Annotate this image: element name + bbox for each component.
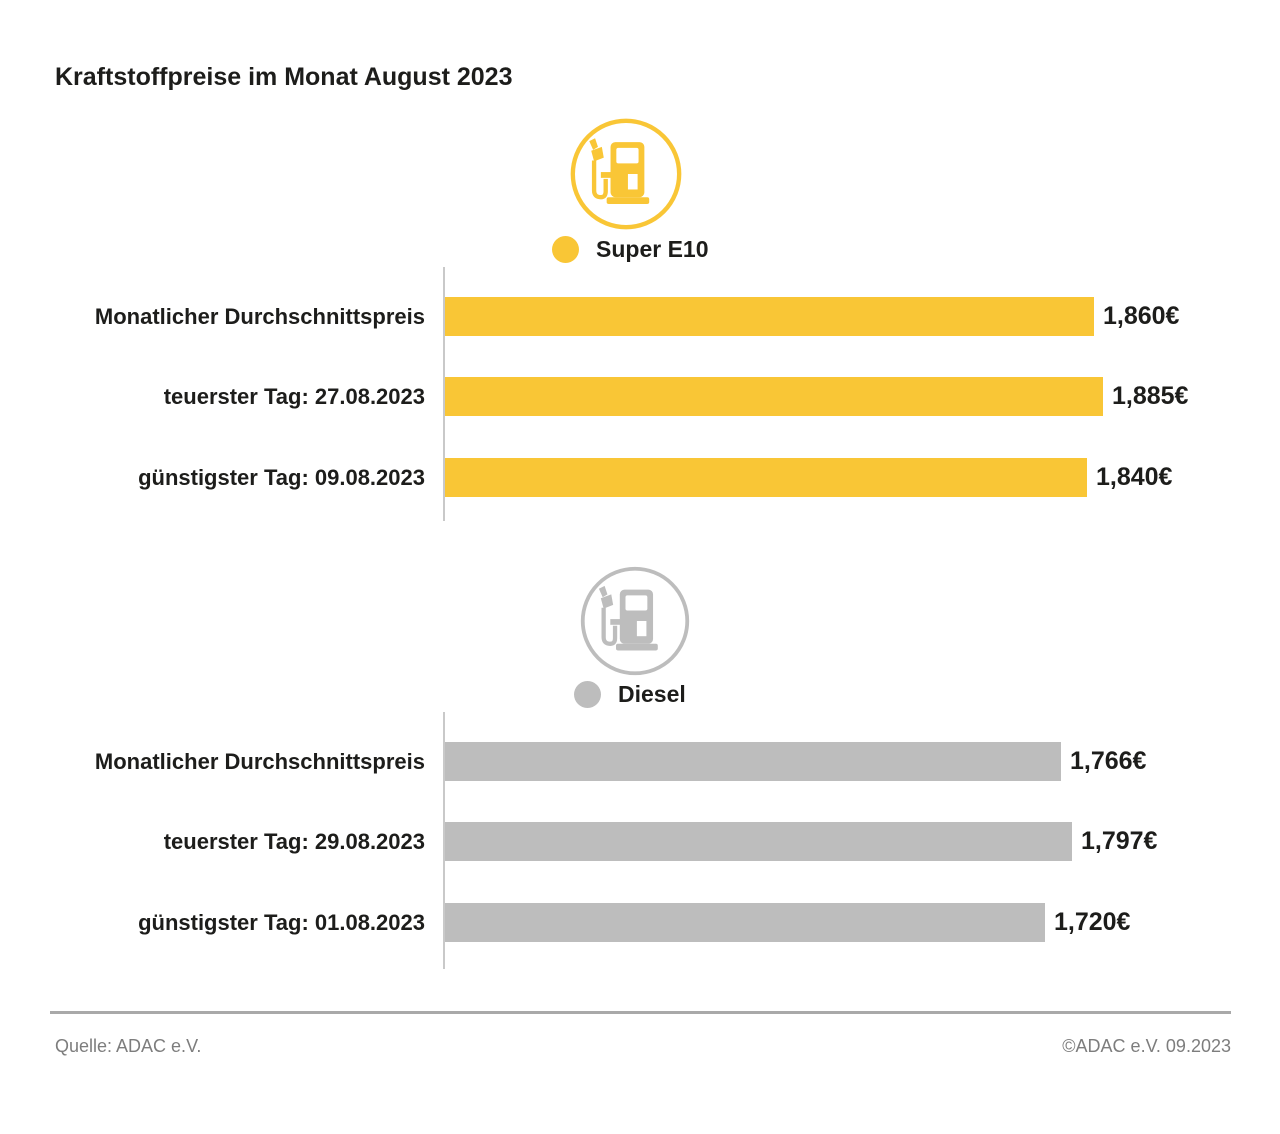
chart-super-e10: Monatlicher Durchschnittspreis 1,860€ te… xyxy=(0,267,1280,521)
legend-dot-icon xyxy=(574,681,601,708)
chart-axis-line xyxy=(443,712,445,969)
legend-dot-icon xyxy=(552,236,579,263)
bar-diesel-avg xyxy=(445,742,1061,781)
bar-super-avg xyxy=(445,297,1094,336)
bar-row: günstigster Tag: 09.08.2023 1,840€ xyxy=(0,458,1280,497)
bar-row: teuerster Tag: 27.08.2023 1,885€ xyxy=(0,377,1280,416)
bar-diesel-min xyxy=(445,903,1045,942)
bar-row-label: günstigster Tag: 01.08.2023 xyxy=(138,910,425,935)
footer-source: Quelle: ADAC e.V. xyxy=(55,1036,202,1056)
footer-copyright: ©ADAC e.V. 09.2023 xyxy=(1062,1036,1231,1056)
bar-value-label: 1,766€ xyxy=(1070,747,1147,775)
bar-row-label: Monatlicher Durchschnittspreis xyxy=(94,304,425,329)
legend-diesel: Diesel xyxy=(574,681,686,708)
bar-row-label: teuerster Tag: 27.08.2023 xyxy=(163,384,425,409)
page-title: Kraftstoffpreise im Monat August 2023 xyxy=(55,62,513,91)
bar-value-label: 1,720€ xyxy=(1054,908,1131,936)
bar-row: teuerster Tag: 29.08.2023 1,797€ xyxy=(0,822,1280,861)
legend-super-e10: Super E10 xyxy=(552,236,709,263)
legend-label: Super E10 xyxy=(596,236,709,262)
bar-row-label: günstigster Tag: 09.08.2023 xyxy=(138,465,425,490)
bar-value-label: 1,797€ xyxy=(1081,827,1158,855)
chart-diesel: Monatlicher Durchschnittspreis 1,766€ te… xyxy=(0,712,1280,969)
fuel-pump-icon xyxy=(570,118,682,230)
chart-axis-line xyxy=(443,267,445,521)
fuel-pump-icon xyxy=(580,566,690,676)
bar-value-label: 1,840€ xyxy=(1096,463,1173,491)
legend-label: Diesel xyxy=(618,681,686,707)
bar-diesel-max xyxy=(445,822,1072,861)
bar-row: Monatlicher Durchschnittspreis 1,766€ xyxy=(0,742,1280,781)
bar-super-min xyxy=(445,458,1087,497)
bar-row-label: teuerster Tag: 29.08.2023 xyxy=(163,829,425,854)
bar-value-label: 1,885€ xyxy=(1112,382,1189,410)
bar-row-label: Monatlicher Durchschnittspreis xyxy=(94,749,425,774)
bar-value-label: 1,860€ xyxy=(1103,302,1180,330)
bar-row: günstigster Tag: 01.08.2023 1,720€ xyxy=(0,903,1280,942)
footer-divider xyxy=(50,1011,1231,1014)
bar-row: Monatlicher Durchschnittspreis 1,860€ xyxy=(0,297,1280,336)
bar-super-max xyxy=(445,377,1103,416)
